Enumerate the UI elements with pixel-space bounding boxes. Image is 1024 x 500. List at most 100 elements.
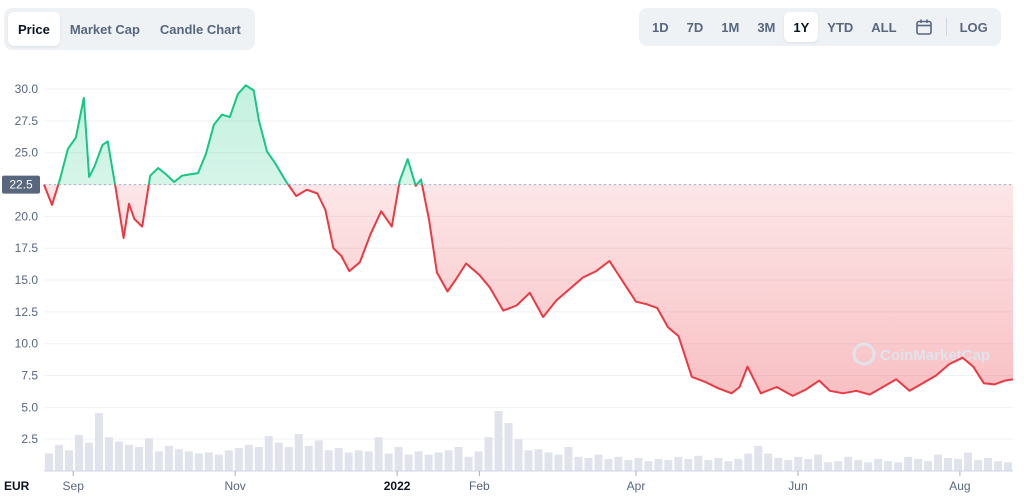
volume-bar xyxy=(1004,462,1012,471)
volume-bar xyxy=(474,451,483,471)
x-axis: Sep Nov 2022 Feb Apr Jun Aug xyxy=(44,470,1013,493)
x-tick-label: Jun xyxy=(788,479,807,493)
volume-bar xyxy=(464,456,473,471)
volume-bar xyxy=(154,451,163,471)
log-scale-button[interactable]: LOG xyxy=(959,19,988,35)
volume-bar xyxy=(434,452,443,471)
y-tick-label: 25.0 xyxy=(15,146,39,160)
volume-bar xyxy=(344,452,353,471)
volume-bar xyxy=(484,437,493,471)
volume-bar xyxy=(924,461,933,471)
volume-bar xyxy=(974,460,983,471)
y-tick-label: 30.0 xyxy=(15,82,39,96)
area-fill xyxy=(44,85,1013,396)
volume-bar xyxy=(574,456,583,471)
volume-bar xyxy=(784,460,793,471)
date-range-button[interactable] xyxy=(906,12,942,42)
volume-bar xyxy=(224,450,233,471)
price-line-above xyxy=(44,84,424,185)
volume-bar xyxy=(354,450,363,471)
x-tick-label: Sep xyxy=(63,479,85,493)
y-tick-label: 2.5 xyxy=(21,432,38,446)
volume-bar xyxy=(334,448,343,471)
volume-bar xyxy=(754,445,763,471)
volume-bar xyxy=(144,438,153,471)
calendar-icon xyxy=(915,19,932,35)
volume-bar xyxy=(964,452,973,471)
range-1m-button[interactable]: 1M xyxy=(721,19,740,35)
volume-bar xyxy=(244,444,253,471)
baseline: 22.5 xyxy=(2,175,1013,194)
volume-bar xyxy=(274,442,283,471)
volume-bar xyxy=(954,459,963,471)
range-1y-button[interactable]: 1Y xyxy=(784,12,819,42)
volume-bar xyxy=(394,447,403,471)
volume-bar xyxy=(714,457,723,471)
volume-bar xyxy=(594,454,603,471)
volume-bar xyxy=(364,451,373,471)
volume-bar xyxy=(554,454,563,471)
volume-bar xyxy=(724,461,733,471)
volume-bar xyxy=(384,453,393,471)
volume-bar xyxy=(774,457,783,471)
range-all-button[interactable]: ALL xyxy=(871,19,897,35)
range-ytd-button[interactable]: YTD xyxy=(827,19,854,35)
volume-bar xyxy=(734,459,743,471)
volume-bar xyxy=(424,454,433,471)
y-tick-label: 10.0 xyxy=(15,337,39,351)
volume-bar xyxy=(884,461,893,471)
volume-bar xyxy=(564,447,573,471)
volume-bar xyxy=(864,462,873,471)
volume-bar xyxy=(184,451,193,471)
volume-bar xyxy=(374,437,383,471)
volume-bar xyxy=(854,460,863,471)
volume-bar xyxy=(804,459,813,471)
tab-price[interactable]: Price xyxy=(8,12,60,46)
tab-market-cap[interactable]: Market Cap xyxy=(69,21,140,37)
tab-candle-chart[interactable]: Candle Chart xyxy=(159,21,241,37)
volume-bar xyxy=(874,459,883,471)
volume-bar xyxy=(174,449,183,471)
volume-bar xyxy=(624,460,633,471)
volume-bar xyxy=(294,433,303,471)
volume-bar xyxy=(914,459,923,471)
range-7d-button[interactable]: 7D xyxy=(686,19,704,35)
volume-bar xyxy=(104,437,113,471)
volume-bar xyxy=(254,447,263,471)
volume-bar xyxy=(944,457,953,471)
volume-bar xyxy=(84,442,93,471)
range-3m-button[interactable]: 3M xyxy=(757,19,776,35)
area-below-baseline xyxy=(44,184,1013,396)
volume-bar xyxy=(614,456,623,471)
volume-bar xyxy=(744,453,753,471)
x-tick-label: Nov xyxy=(224,479,245,493)
volume-bars xyxy=(45,411,1012,471)
volume-bar xyxy=(114,441,123,471)
volume-bar xyxy=(284,447,293,471)
volume-bar xyxy=(584,457,593,471)
volume-bar xyxy=(404,454,413,471)
y-tick-label: 12.5 xyxy=(15,305,39,319)
volume-bar xyxy=(674,456,683,471)
volume-bar xyxy=(644,461,653,471)
volume-bar xyxy=(514,439,523,471)
volume-bar xyxy=(504,423,513,471)
volume-bar xyxy=(74,435,83,471)
volume-bar xyxy=(234,448,243,471)
volume-bar xyxy=(684,459,693,471)
volume-bar xyxy=(494,411,503,471)
y-tick-label: 20.0 xyxy=(15,209,39,223)
volume-bar xyxy=(45,453,53,471)
volume-bar xyxy=(124,444,133,471)
area-above-baseline xyxy=(58,85,423,185)
volume-bar xyxy=(414,451,423,471)
volume-bar xyxy=(834,461,843,471)
volume-bar xyxy=(544,452,553,471)
price-line xyxy=(43,84,1014,397)
volume-bar xyxy=(934,454,943,471)
range-1d-button[interactable]: 1D xyxy=(652,19,669,35)
volume-bar xyxy=(304,445,313,471)
volume-bar xyxy=(634,457,643,471)
volume-bar xyxy=(664,460,673,471)
y-tick-label: 7.5 xyxy=(21,369,38,383)
